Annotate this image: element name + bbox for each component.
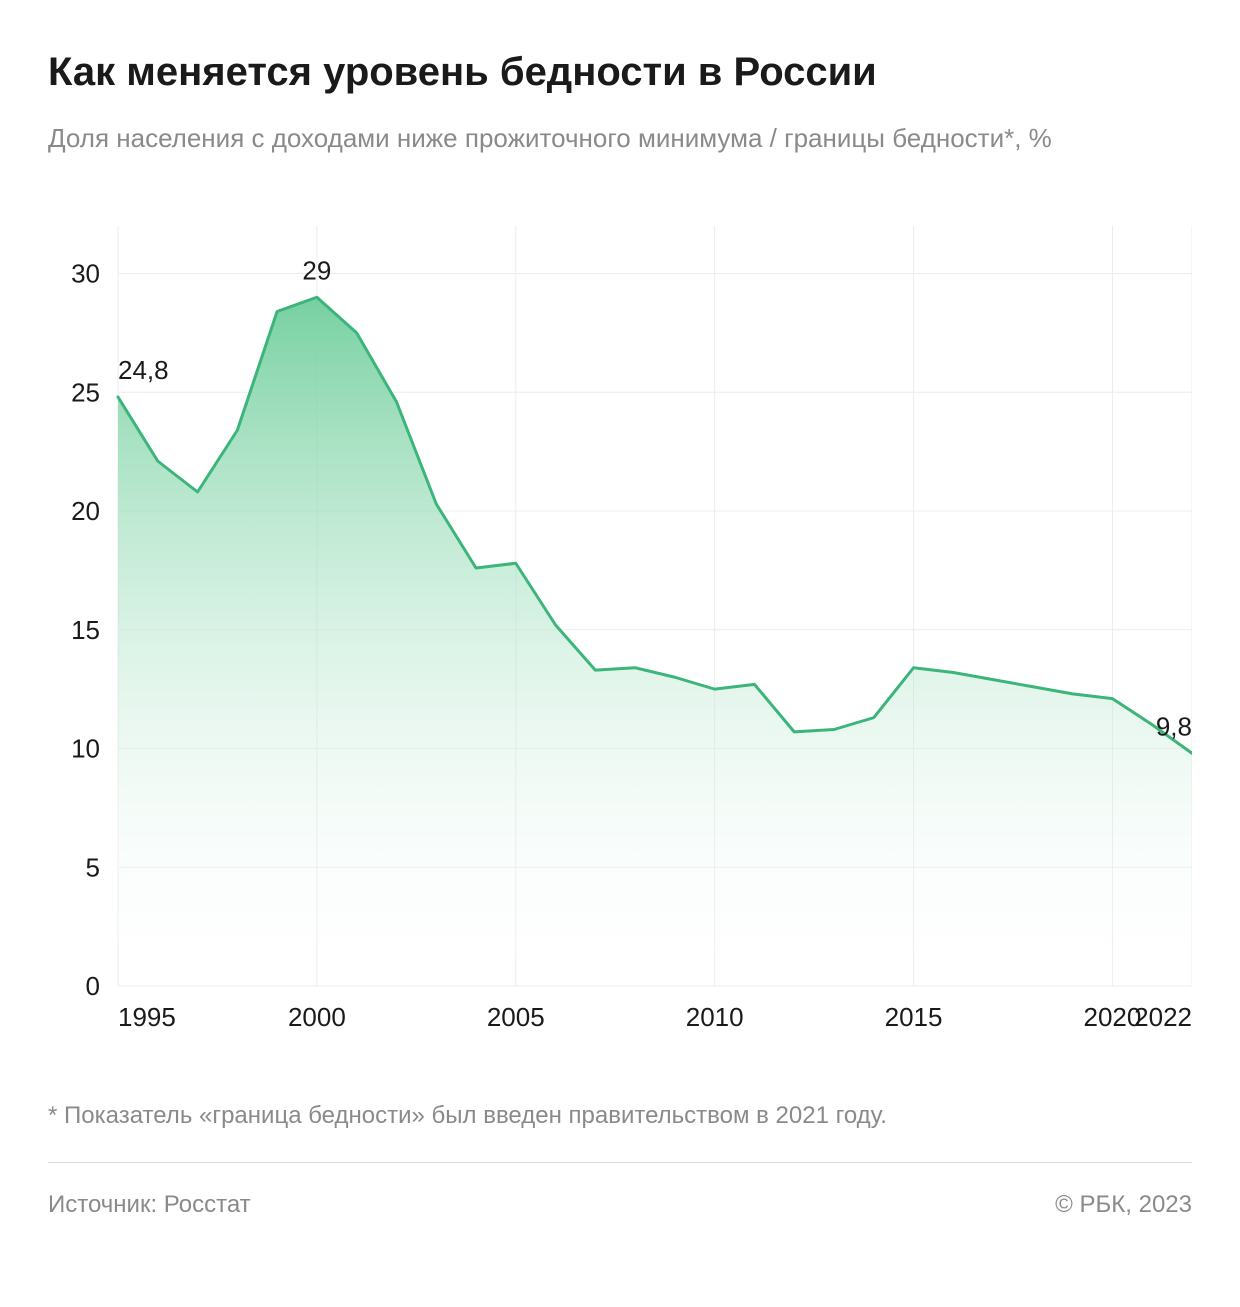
svg-text:2000: 2000 — [288, 1002, 346, 1032]
svg-text:29: 29 — [302, 256, 331, 286]
chart-subtitle: Доля населения с доходами ниже прожиточн… — [48, 120, 1192, 156]
svg-text:1995: 1995 — [118, 1002, 176, 1032]
chart-container: Как меняется уровень бедности в России Д… — [0, 0, 1240, 1219]
svg-text:5: 5 — [86, 853, 100, 883]
svg-text:2022: 2022 — [1134, 1002, 1192, 1032]
svg-text:2010: 2010 — [686, 1002, 744, 1032]
svg-text:2020: 2020 — [1084, 1002, 1142, 1032]
svg-text:9,8: 9,8 — [1156, 712, 1192, 742]
chart-area: 0 5 10 15 20 25 30 1995 2000 2005 2010 2015 20202022… — [48, 196, 1192, 1066]
chart-footer: Источник: Росстат © РБК, 2023 — [48, 1163, 1192, 1219]
svg-text:10: 10 — [71, 734, 100, 764]
svg-text:24,8: 24,8 — [118, 355, 169, 385]
svg-text:30: 30 — [71, 259, 100, 289]
svg-text:2015: 2015 — [885, 1002, 943, 1032]
source-label: Источник: Росстат — [48, 1191, 251, 1219]
svg-text:0: 0 — [86, 971, 100, 1001]
svg-text:25: 25 — [71, 378, 100, 408]
svg-text:2005: 2005 — [487, 1002, 545, 1032]
copyright-label: © РБК, 2023 — [1055, 1191, 1192, 1219]
svg-text:15: 15 — [71, 615, 100, 645]
chart-footnote: * Показатель «граница бедности» был введ… — [48, 1102, 1192, 1163]
area-chart-svg: 0 5 10 15 20 25 30 1995 2000 2005 2010 2015 20202022… — [48, 196, 1192, 1066]
svg-text:20: 20 — [71, 496, 100, 526]
chart-title: Как меняется уровень бедности в России — [48, 48, 1192, 96]
